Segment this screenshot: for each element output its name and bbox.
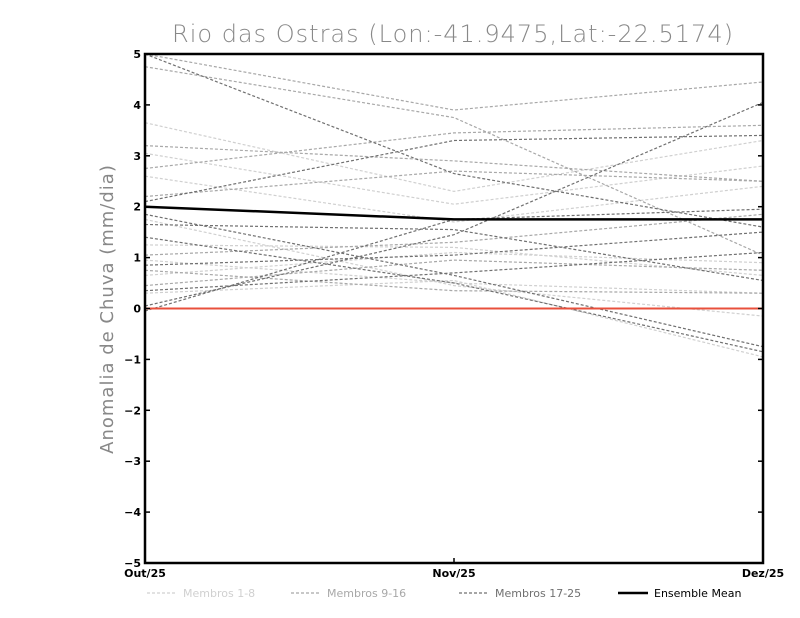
y-tick-label: −1 <box>124 353 141 366</box>
series-line-membros-9-16 <box>145 145 763 182</box>
y-tick-label: 0 <box>133 303 141 316</box>
series-line-membros-17-25 <box>145 251 763 292</box>
x-tick-label: Dez/25 <box>742 567 784 580</box>
series-line-membros-17-25 <box>145 101 763 307</box>
y-tick-label: 3 <box>133 150 141 163</box>
series-line-membros-9-16 <box>145 213 763 256</box>
x-tick-label: Out/25 <box>124 567 166 580</box>
x-tick-label: Nov/25 <box>432 567 475 580</box>
y-tick-label: −5 <box>124 557 141 570</box>
legend: Membros 1-8 Membros 9-16 Membros 17-25 Ense… <box>147 587 741 600</box>
chart-title: Rio das Ostras (Lon:-41.9475,Lat:-22.517… <box>172 20 734 48</box>
ensemble-mean-line <box>145 205 763 221</box>
series-line-membros-1-8 <box>145 259 763 294</box>
y-tick-label: −4 <box>124 506 141 519</box>
series-line-membros-17-25 <box>145 134 763 203</box>
series-line-membros-1-8 <box>145 218 763 317</box>
series-line-membros-1-8 <box>145 152 763 205</box>
series-line-membros-9-16 <box>145 170 763 198</box>
series-line-membros-17-25 <box>145 213 763 348</box>
legend-label-membros-17-25: Membros 17-25 <box>495 587 581 600</box>
plot-lines <box>145 54 763 358</box>
y-tick-label: 4 <box>133 99 141 112</box>
y-tick-label: 1 <box>133 252 141 265</box>
y-tick-label: 2 <box>133 201 141 214</box>
series-line-membros-1-8 <box>145 244 763 276</box>
series-line-membros-17-25 <box>145 231 763 266</box>
series-line-membros-1-8 <box>145 175 763 223</box>
series-line-membros-17-25 <box>145 54 763 228</box>
series-line-membros-17-25 <box>145 236 763 353</box>
y-tick-label: −2 <box>124 404 141 417</box>
series-line-membros-1-8 <box>145 279 763 358</box>
series-line-membros-9-16 <box>145 54 763 111</box>
series-line-membros-9-16 <box>145 66 763 256</box>
ticks: −5 −4 −3 −2 −1 0 1 2 3 4 5 Out/25 Nov/25 Dez/25 <box>124 48 784 580</box>
legend-label-membros-9-16: Membros 9-16 <box>327 587 406 600</box>
series-line-membros-9-16 <box>145 124 763 170</box>
y-tick-label: −3 <box>124 455 141 468</box>
legend-label-membros-1-8: Membros 1-8 <box>183 587 255 600</box>
series-line-membros-1-8 <box>145 122 763 193</box>
legend-label-ensemble-mean: Ensemble Mean <box>654 587 741 600</box>
series-line-membros-9-16 <box>145 269 763 294</box>
y-axis-label: Anomalia de Chuva (mm/dia) <box>97 164 118 454</box>
y-tick-label: 5 <box>133 48 141 61</box>
series-line-membros-9-16 <box>145 259 763 287</box>
series-line-membros-1-8 <box>145 251 763 276</box>
series-line-membros-17-25 <box>145 223 763 282</box>
